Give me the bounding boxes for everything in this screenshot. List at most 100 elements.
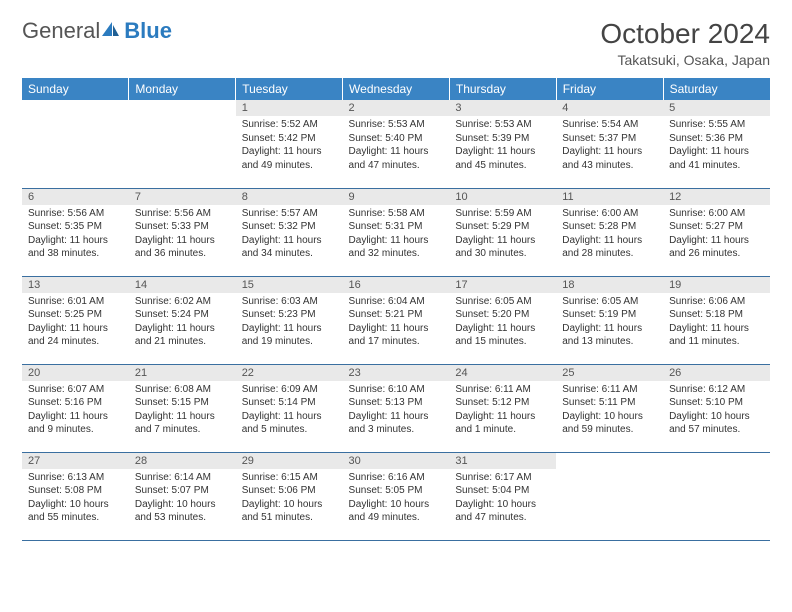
calendar-table: SundayMondayTuesdayWednesdayThursdayFrid… (22, 78, 770, 541)
calendar-cell: 19Sunrise: 6:06 AMSunset: 5:18 PMDayligh… (663, 276, 770, 364)
day-details: Sunrise: 5:53 AMSunset: 5:39 PMDaylight:… (449, 116, 556, 176)
calendar-cell: 2Sunrise: 5:53 AMSunset: 5:40 PMDaylight… (343, 100, 450, 188)
day-details: Sunrise: 5:53 AMSunset: 5:40 PMDaylight:… (343, 116, 450, 176)
calendar-cell: 1Sunrise: 5:52 AMSunset: 5:42 PMDaylight… (236, 100, 343, 188)
calendar-cell: 4Sunrise: 5:54 AMSunset: 5:37 PMDaylight… (556, 100, 663, 188)
day-number: 28 (129, 453, 236, 469)
day-details: Sunrise: 6:16 AMSunset: 5:05 PMDaylight:… (343, 469, 450, 529)
day-details: Sunrise: 6:06 AMSunset: 5:18 PMDaylight:… (663, 293, 770, 353)
day-number: 17 (449, 277, 556, 293)
calendar-cell: 22Sunrise: 6:09 AMSunset: 5:14 PMDayligh… (236, 364, 343, 452)
day-details: Sunrise: 6:10 AMSunset: 5:13 PMDaylight:… (343, 381, 450, 441)
calendar-cell: 29Sunrise: 6:15 AMSunset: 5:06 PMDayligh… (236, 452, 343, 540)
day-details: Sunrise: 6:00 AMSunset: 5:28 PMDaylight:… (556, 205, 663, 265)
calendar-cell: 24Sunrise: 6:11 AMSunset: 5:12 PMDayligh… (449, 364, 556, 452)
day-details: Sunrise: 6:09 AMSunset: 5:14 PMDaylight:… (236, 381, 343, 441)
day-details: Sunrise: 5:56 AMSunset: 5:33 PMDaylight:… (129, 205, 236, 265)
day-number: 5 (663, 100, 770, 116)
calendar-cell: .. (129, 100, 236, 188)
title-block: October 2024 Takatsuki, Osaka, Japan (600, 18, 770, 68)
day-number: 22 (236, 365, 343, 381)
calendar-cell: .. (22, 100, 129, 188)
calendar-cell: 10Sunrise: 5:59 AMSunset: 5:29 PMDayligh… (449, 188, 556, 276)
day-number: 19 (663, 277, 770, 293)
day-number: 10 (449, 189, 556, 205)
calendar-cell: 11Sunrise: 6:00 AMSunset: 5:28 PMDayligh… (556, 188, 663, 276)
calendar-cell: 30Sunrise: 6:16 AMSunset: 5:05 PMDayligh… (343, 452, 450, 540)
day-details: Sunrise: 5:55 AMSunset: 5:36 PMDaylight:… (663, 116, 770, 176)
day-number: 29 (236, 453, 343, 469)
day-number: 30 (343, 453, 450, 469)
weekday-header: Thursday (449, 78, 556, 100)
calendar-row: ....1Sunrise: 5:52 AMSunset: 5:42 PMDayl… (22, 100, 770, 188)
calendar-cell: 17Sunrise: 6:05 AMSunset: 5:20 PMDayligh… (449, 276, 556, 364)
day-details: Sunrise: 6:08 AMSunset: 5:15 PMDaylight:… (129, 381, 236, 441)
day-details: Sunrise: 5:52 AMSunset: 5:42 PMDaylight:… (236, 116, 343, 176)
calendar-cell: 5Sunrise: 5:55 AMSunset: 5:36 PMDaylight… (663, 100, 770, 188)
weekday-header: Tuesday (236, 78, 343, 100)
day-details: Sunrise: 6:02 AMSunset: 5:24 PMDaylight:… (129, 293, 236, 353)
day-number: 23 (343, 365, 450, 381)
day-number: 2 (343, 100, 450, 116)
day-details: Sunrise: 6:14 AMSunset: 5:07 PMDaylight:… (129, 469, 236, 529)
day-details: Sunrise: 6:11 AMSunset: 5:11 PMDaylight:… (556, 381, 663, 441)
weekday-header-row: SundayMondayTuesdayWednesdayThursdayFrid… (22, 78, 770, 100)
calendar-cell: 3Sunrise: 5:53 AMSunset: 5:39 PMDaylight… (449, 100, 556, 188)
page-header: General Blue October 2024 Takatsuki, Osa… (22, 18, 770, 68)
calendar-cell: 13Sunrise: 6:01 AMSunset: 5:25 PMDayligh… (22, 276, 129, 364)
day-details: Sunrise: 6:01 AMSunset: 5:25 PMDaylight:… (22, 293, 129, 353)
day-number: 1 (236, 100, 343, 116)
calendar-cell: 6Sunrise: 5:56 AMSunset: 5:35 PMDaylight… (22, 188, 129, 276)
day-details: Sunrise: 6:15 AMSunset: 5:06 PMDaylight:… (236, 469, 343, 529)
day-details: Sunrise: 6:17 AMSunset: 5:04 PMDaylight:… (449, 469, 556, 529)
day-number: 7 (129, 189, 236, 205)
day-number: 25 (556, 365, 663, 381)
day-number: 26 (663, 365, 770, 381)
location-text: Takatsuki, Osaka, Japan (600, 52, 770, 68)
logo: General Blue (22, 18, 172, 44)
calendar-cell: 23Sunrise: 6:10 AMSunset: 5:13 PMDayligh… (343, 364, 450, 452)
calendar-cell: .. (663, 452, 770, 540)
day-number: 4 (556, 100, 663, 116)
day-details: Sunrise: 6:11 AMSunset: 5:12 PMDaylight:… (449, 381, 556, 441)
calendar-cell: 25Sunrise: 6:11 AMSunset: 5:11 PMDayligh… (556, 364, 663, 452)
day-details: Sunrise: 6:05 AMSunset: 5:19 PMDaylight:… (556, 293, 663, 353)
weekday-header: Friday (556, 78, 663, 100)
calendar-cell: 8Sunrise: 5:57 AMSunset: 5:32 PMDaylight… (236, 188, 343, 276)
weekday-header: Sunday (22, 78, 129, 100)
day-number: 15 (236, 277, 343, 293)
day-number: 12 (663, 189, 770, 205)
calendar-cell: 15Sunrise: 6:03 AMSunset: 5:23 PMDayligh… (236, 276, 343, 364)
day-details: Sunrise: 6:12 AMSunset: 5:10 PMDaylight:… (663, 381, 770, 441)
calendar-cell: 20Sunrise: 6:07 AMSunset: 5:16 PMDayligh… (22, 364, 129, 452)
day-number: 18 (556, 277, 663, 293)
day-details: Sunrise: 5:59 AMSunset: 5:29 PMDaylight:… (449, 205, 556, 265)
logo-text-blue: Blue (124, 18, 172, 44)
calendar-cell: 26Sunrise: 6:12 AMSunset: 5:10 PMDayligh… (663, 364, 770, 452)
calendar-row: 13Sunrise: 6:01 AMSunset: 5:25 PMDayligh… (22, 276, 770, 364)
weekday-header: Saturday (663, 78, 770, 100)
weekday-header: Monday (129, 78, 236, 100)
day-number: 6 (22, 189, 129, 205)
calendar-cell: .. (556, 452, 663, 540)
calendar-body: ....1Sunrise: 5:52 AMSunset: 5:42 PMDayl… (22, 100, 770, 540)
day-details: Sunrise: 5:58 AMSunset: 5:31 PMDaylight:… (343, 205, 450, 265)
calendar-cell: 14Sunrise: 6:02 AMSunset: 5:24 PMDayligh… (129, 276, 236, 364)
calendar-cell: 27Sunrise: 6:13 AMSunset: 5:08 PMDayligh… (22, 452, 129, 540)
month-title: October 2024 (600, 18, 770, 50)
day-number: 8 (236, 189, 343, 205)
calendar-cell: 12Sunrise: 6:00 AMSunset: 5:27 PMDayligh… (663, 188, 770, 276)
calendar-cell: 21Sunrise: 6:08 AMSunset: 5:15 PMDayligh… (129, 364, 236, 452)
day-details: Sunrise: 6:13 AMSunset: 5:08 PMDaylight:… (22, 469, 129, 529)
day-number: 21 (129, 365, 236, 381)
day-number: 13 (22, 277, 129, 293)
day-number: 31 (449, 453, 556, 469)
calendar-row: 6Sunrise: 5:56 AMSunset: 5:35 PMDaylight… (22, 188, 770, 276)
day-number: 20 (22, 365, 129, 381)
sail-icon (100, 18, 120, 44)
calendar-row: 20Sunrise: 6:07 AMSunset: 5:16 PMDayligh… (22, 364, 770, 452)
calendar-cell: 9Sunrise: 5:58 AMSunset: 5:31 PMDaylight… (343, 188, 450, 276)
day-details: Sunrise: 6:00 AMSunset: 5:27 PMDaylight:… (663, 205, 770, 265)
day-details: Sunrise: 6:04 AMSunset: 5:21 PMDaylight:… (343, 293, 450, 353)
day-number: 16 (343, 277, 450, 293)
